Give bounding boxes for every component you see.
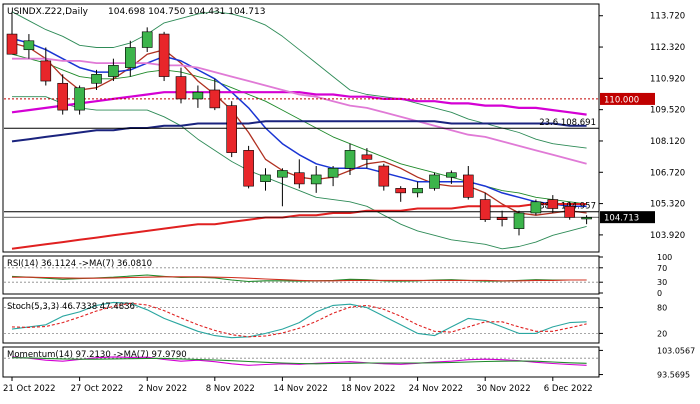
price-chart-title: USINDX.Z22,Daily	[7, 7, 89, 17]
candle-body[interactable]	[23, 40, 35, 51]
candle-body[interactable]	[310, 174, 322, 185]
rsi-y-tick-label: 70	[657, 264, 667, 273]
price-y-tick-label: 103.920	[650, 231, 685, 241]
candle-body[interactable]	[158, 33, 170, 77]
x-axis-tick-label: 14 Nov 2022	[273, 384, 327, 394]
price-y-tick-label: 106.720	[650, 168, 685, 178]
x-axis-tick-label: 2 Nov 2022	[138, 384, 187, 394]
candle-body[interactable]	[192, 91, 204, 100]
candle-body[interactable]	[344, 150, 356, 169]
fibonacci-level-label: 23.6 108.691	[539, 118, 596, 128]
price-ohlc-readout: 104.698 104.750 104.431 104.713	[108, 7, 265, 17]
rsi-series-line	[12, 276, 587, 282]
level-badge	[600, 211, 655, 224]
x-axis-tick-label: 24 Nov 2022	[409, 384, 463, 394]
stoch-series-line	[11, 302, 587, 338]
candle-body[interactable]	[74, 87, 85, 111]
candle-body[interactable]	[361, 154, 373, 160]
stoch-y-tick-label: 80	[657, 304, 667, 313]
candle-body[interactable]	[209, 89, 221, 109]
candle-body[interactable]	[462, 174, 474, 198]
price-y-tick-label: 112.320	[650, 43, 685, 53]
candle-body[interactable]	[125, 47, 136, 68]
level-badge	[600, 92, 655, 105]
rsi-pane: 100 70 30 0	[4, 253, 672, 298]
stoch-y-tick-label: 20	[657, 329, 667, 338]
candle-body[interactable]	[395, 188, 407, 194]
rsi-title: RSI(14) 36.1124 ->MA(7) 36.0810	[7, 259, 152, 269]
x-axis-tick-label: 6 Dec 2022	[544, 384, 593, 394]
candle-body[interactable]	[581, 217, 592, 220]
candle-body[interactable]	[547, 199, 559, 209]
price-pane: 113.720 112.320 110.920 109.520 108.120 106.7…	[4, 11, 685, 250]
rsi-y-tick-label: 30	[657, 278, 667, 287]
candle-body[interactable]	[327, 167, 339, 178]
price-y-tick-label: 105.320	[650, 200, 685, 210]
momentum-y-tick-label: 103.0567	[657, 346, 695, 355]
candle-body[interactable]	[141, 31, 153, 48]
candle-body[interactable]	[226, 105, 237, 153]
candle-body[interactable]	[530, 201, 542, 214]
x-axis-tick-label: 8 Nov 2022	[206, 384, 255, 394]
price-y-tick-label: 108.120	[650, 137, 685, 147]
ma-blue-line	[11, 37, 587, 208]
candle-body[interactable]	[429, 174, 440, 189]
candle-body[interactable]	[108, 65, 119, 77]
rsi-series-line	[11, 274, 587, 283]
rsi-pane-frame	[2, 255, 600, 295]
rsi-y-tick-label: 100	[657, 253, 672, 262]
momentum-pane: 103.0567 93.5695	[4, 346, 695, 380]
candle-body[interactable]	[6, 33, 18, 55]
candle-body[interactable]	[564, 205, 576, 218]
candle-body[interactable]	[378, 165, 390, 187]
candle-body[interactable]	[496, 217, 508, 220]
price-y-tick-label: 110.920	[650, 74, 685, 84]
x-axis-tick-label: 30 Nov 2022	[476, 384, 530, 394]
candle-body[interactable]	[40, 60, 52, 82]
candle-body[interactable]	[446, 172, 457, 178]
candle-body[interactable]	[277, 170, 288, 178]
x-axis: 21 Oct 2022 27 Oct 2022 2 Nov 2022 8 Nov 20…	[3, 377, 593, 394]
price-y-tick-label: 113.720	[650, 12, 685, 22]
momentum-y-tick-label: 93.5695	[657, 371, 690, 380]
momentum-series-line	[11, 356, 587, 366]
candle-body[interactable]	[91, 74, 102, 84]
stochastic-pane: 80 20	[4, 301, 667, 339]
ma-magenta-line	[11, 91, 587, 116]
price-y-tick-label: 109.520	[650, 106, 685, 116]
candle-body[interactable]	[479, 199, 491, 220]
momentum-series-line	[11, 357, 587, 365]
bb-upper-line	[11, 11, 587, 149]
candle-body[interactable]	[412, 188, 423, 194]
bb-lower-line	[12, 96, 587, 250]
x-axis-tick-label: 18 Nov 2022	[341, 384, 395, 394]
level-badge-label: 110.000	[604, 95, 639, 105]
ma-navy-line	[11, 120, 587, 143]
ma-pink-line	[12, 57, 587, 165]
x-axis-tick-label: 21 Oct 2022	[3, 384, 56, 394]
stoch-series-line	[11, 301, 587, 339]
candle-body[interactable]	[513, 212, 525, 229]
candle-body[interactable]	[293, 172, 305, 185]
x-axis-tick-label: 27 Oct 2022	[71, 384, 124, 394]
momentum-title: Momentum(14) 97.2130 ->MA(7) 97.9790	[7, 350, 187, 360]
level-badge-label: 104.713	[604, 214, 639, 224]
momentum-pane-frame	[2, 346, 600, 378]
candle-body[interactable]	[260, 174, 271, 182]
candle-body[interactable]	[57, 82, 69, 111]
stoch-title: Stoch(5,3,3) 46.7338 47.4836	[7, 302, 135, 312]
ma-long-red-line	[11, 203, 587, 250]
rsi-y-tick-label: 0	[657, 289, 662, 298]
candle-body[interactable]	[243, 150, 254, 187]
candle-body[interactable]	[175, 76, 187, 100]
stoch-pane-frame	[2, 297, 600, 344]
